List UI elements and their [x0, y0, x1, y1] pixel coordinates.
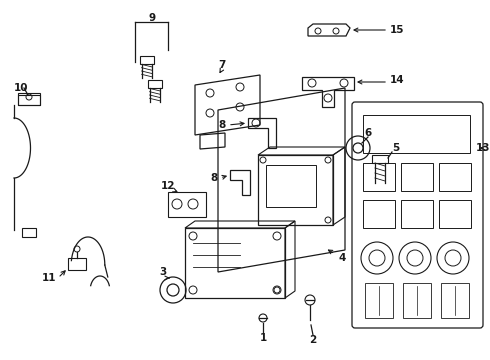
- Bar: [22, 228, 36, 237]
- Bar: [401, 163, 433, 191]
- Bar: [148, 80, 162, 89]
- Text: 10: 10: [14, 83, 28, 93]
- Text: 13: 13: [475, 143, 490, 153]
- Text: 3: 3: [159, 267, 167, 277]
- Bar: [18, 93, 40, 105]
- Bar: [168, 192, 206, 217]
- Text: 6: 6: [365, 128, 371, 138]
- Bar: [185, 228, 285, 298]
- Text: 4: 4: [338, 253, 345, 263]
- Text: 9: 9: [148, 13, 155, 23]
- Text: 2: 2: [309, 335, 317, 345]
- Bar: [365, 283, 393, 318]
- Text: 1: 1: [259, 333, 267, 343]
- Bar: [266, 165, 316, 207]
- Bar: [439, 200, 471, 228]
- Bar: [363, 163, 395, 191]
- Bar: [363, 200, 395, 228]
- Text: 5: 5: [392, 143, 399, 153]
- Bar: [18, 95, 40, 105]
- Text: 8: 8: [219, 120, 226, 130]
- Bar: [441, 283, 469, 318]
- Text: 14: 14: [390, 75, 405, 85]
- Bar: [363, 115, 470, 153]
- Bar: [401, 200, 433, 228]
- Bar: [403, 283, 431, 318]
- Bar: [439, 163, 471, 191]
- Text: 8: 8: [211, 173, 218, 183]
- Text: 15: 15: [390, 25, 405, 35]
- Text: 7: 7: [219, 60, 226, 70]
- Text: 12: 12: [161, 181, 175, 191]
- Bar: [258, 155, 333, 225]
- Bar: [68, 258, 86, 270]
- Text: 11: 11: [42, 273, 56, 283]
- Bar: [140, 56, 154, 64]
